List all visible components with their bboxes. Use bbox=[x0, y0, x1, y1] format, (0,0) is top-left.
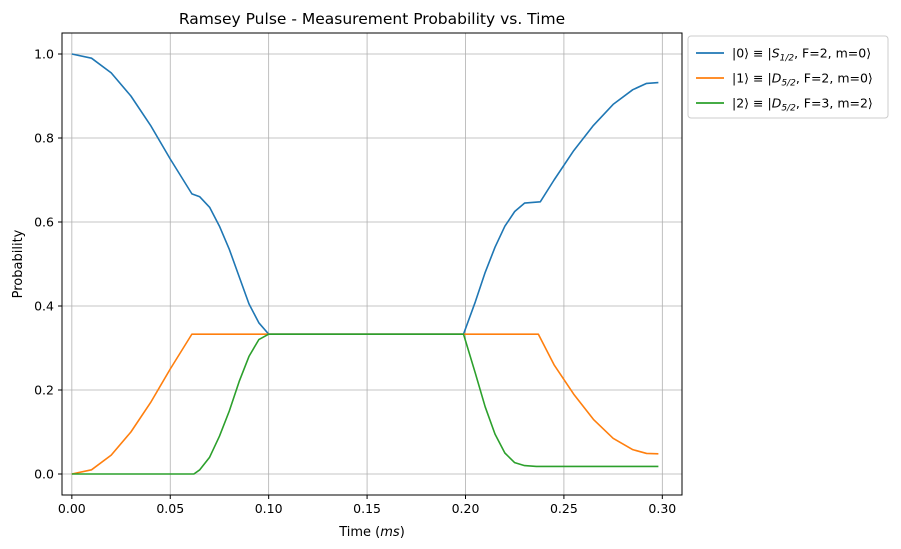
chart-title: Ramsey Pulse - Measurement Probability v… bbox=[179, 10, 565, 28]
series-lines bbox=[71, 53, 659, 475]
legend-entry-0: |0⟩ ≡ |S1/2, F=2, m=0⟩ bbox=[732, 46, 871, 64]
legend-entry-prefix: |2⟩ ≡ | bbox=[732, 96, 772, 111]
x-tick-label: 0.10 bbox=[255, 501, 283, 516]
y-tick-label: 0.6 bbox=[34, 215, 54, 230]
legend-entry-subscript: 5/2 bbox=[781, 79, 796, 89]
y-axis-label: Probability bbox=[11, 229, 26, 298]
legend-entry-1: |1⟩ ≡ |D5/2, F=2, m=0⟩ bbox=[732, 71, 873, 89]
legend-entry-symbol: S bbox=[772, 46, 780, 61]
x-axis-label-unit: ms bbox=[380, 525, 400, 540]
plot-frame bbox=[61, 32, 683, 496]
x-axis-label: Time (ms) bbox=[338, 525, 405, 540]
legend-entry-subscript: 1/2 bbox=[780, 54, 795, 64]
legend-entry-prefix: |0⟩ ≡ | bbox=[732, 46, 772, 61]
x-axis: 0.00 0.05 0.10 0.15 0.20 0.25 0.30 bbox=[58, 495, 676, 516]
x-tick-label: 0.30 bbox=[648, 501, 676, 516]
x-axis-label-close: ) bbox=[400, 525, 405, 540]
x-tick-label: 0.15 bbox=[353, 501, 381, 516]
y-tick-label: 0.8 bbox=[34, 131, 54, 146]
legend-entry-prefix: |1⟩ ≡ | bbox=[732, 71, 772, 86]
series-line-2 bbox=[71, 333, 659, 475]
legend-entry-suffix: , F=3, m=2⟩ bbox=[796, 96, 873, 111]
legend-entry-suffix: , F=2, m=0⟩ bbox=[796, 71, 873, 86]
y-tick-label: 0.0 bbox=[34, 467, 54, 482]
legend-box bbox=[687, 35, 889, 119]
legend-entry-subscript: 5/2 bbox=[781, 104, 796, 114]
y-tick-label: 0.4 bbox=[34, 299, 54, 314]
x-tick-label: 0.05 bbox=[156, 501, 184, 516]
x-tick-label: 0.25 bbox=[550, 501, 578, 516]
y-tick-label: 0.2 bbox=[34, 383, 54, 398]
legend-entry-2: |2⟩ ≡ |D5/2, F=3, m=2⟩ bbox=[732, 96, 873, 114]
legend-entry-suffix: , F=2, m=0⟩ bbox=[794, 46, 871, 61]
y-axis: 0.0 0.2 0.4 0.6 0.8 1.0 bbox=[34, 47, 62, 482]
legend-entry-symbol: D bbox=[772, 96, 782, 111]
legend: |0⟩ ≡ |S1/2, F=2, m=0⟩|1⟩ ≡ |D5/2, F=2, … bbox=[687, 35, 889, 119]
x-tick-label: 0.20 bbox=[452, 501, 480, 516]
x-tick-label: 0.00 bbox=[58, 501, 86, 516]
x-axis-label-text: Time ( bbox=[338, 525, 380, 540]
legend-entry-symbol: D bbox=[772, 71, 782, 86]
y-tick-label: 1.0 bbox=[34, 47, 54, 62]
